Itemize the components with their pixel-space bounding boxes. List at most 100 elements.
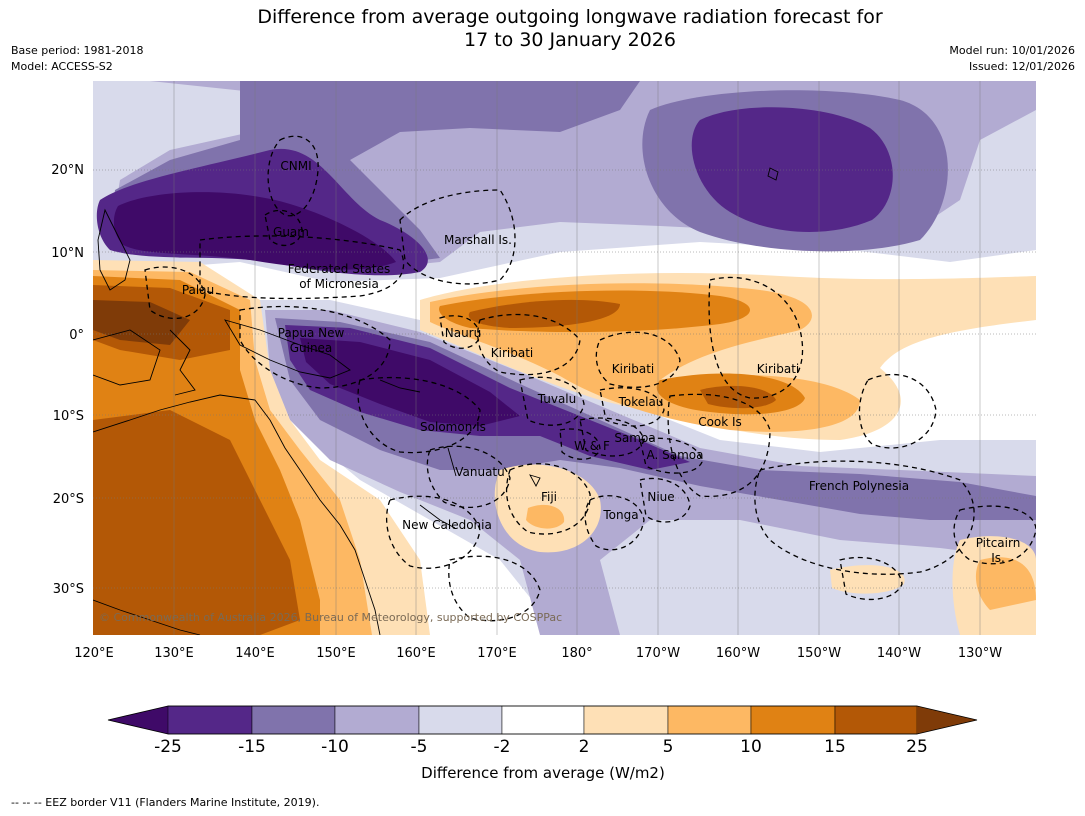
lon-tick: 160°W: [716, 646, 760, 661]
eez-solomon: [357, 376, 481, 454]
label-pitcairn-2: Is.: [991, 551, 1005, 565]
eez-pitcairn: [953, 505, 1036, 565]
fiji-coast: [529, 474, 541, 487]
colorbar-segment: [834, 705, 918, 735]
colorbar-tick: -5: [411, 737, 428, 757]
colorbar-tick: 10: [740, 737, 762, 757]
label-solomon: Solomon Is: [420, 420, 486, 434]
eez-vanuatu: [426, 445, 511, 509]
meta-left: Base period: 1981-2018 Model: ACCESS-S2: [11, 43, 143, 75]
colorbar-segment: [501, 705, 585, 735]
label-png-1: Papua New: [278, 326, 345, 340]
lon-tick: 170°W: [636, 646, 680, 661]
colorbar-tick: -25: [154, 737, 182, 757]
eez-fiji: [506, 463, 591, 535]
lon-tick: 160°E: [396, 646, 436, 661]
label-fiji: Fiji: [541, 490, 557, 504]
lon-tick: 140°E: [235, 646, 275, 661]
footnote: -- -- -- EEZ border V11 (Flanders Marine…: [11, 796, 320, 809]
eez-asamoa: [639, 437, 703, 474]
eez-wf: [559, 428, 601, 460]
label-cnmi: CNMI: [280, 159, 311, 173]
eez-tuvalu: [519, 376, 585, 426]
lon-tick: 150°W: [797, 646, 841, 661]
colorbar-tick: -15: [238, 737, 266, 757]
lon-tick: 130°E: [154, 646, 194, 661]
colorbar-segment: [750, 705, 836, 735]
lon-tick: 120°E: [74, 646, 114, 661]
lon-tick: 180°: [561, 646, 592, 661]
label-kiribati-w: Kiribati: [491, 346, 533, 360]
label-cook: Cook Is: [698, 415, 742, 429]
anomaly-field: CNMI Guam Marshall Is. Federated States …: [93, 81, 1036, 635]
copyright-notice: © Commonwealth of Australia 2026, Bureau…: [99, 611, 562, 624]
contour-hawaii-core: [691, 107, 893, 232]
new-caledonia-coast: [419, 504, 456, 529]
colorbar-tick: -2: [494, 737, 511, 757]
colorbar-tick: 15: [824, 737, 846, 757]
colorbar: -25 -15 -10 -5 -2 2 5 10 15 25 Differenc…: [107, 705, 978, 782]
label-palau: Palau: [182, 283, 214, 297]
contour-west-core: [93, 410, 300, 635]
label-pitcairn-1: Pitcairn: [976, 536, 1021, 550]
contour-subtrop-light: [830, 565, 905, 594]
label-kiribati-c: Kiribati: [612, 362, 654, 376]
colorbar-segment: [334, 705, 420, 735]
lat-tick: 10°N: [51, 246, 84, 261]
new-guinea-coast: [224, 319, 351, 379]
eez-kiribati-c: [595, 331, 681, 388]
colorbar-segment: [583, 705, 669, 735]
label-marshall: Marshall Is.: [444, 233, 512, 247]
colorbar-title: Difference from average (W/m2): [421, 764, 665, 782]
eez-fsm: [199, 235, 405, 300]
eez-palau: [144, 266, 206, 319]
label-guam: Guam: [273, 225, 309, 239]
label-tuvalu: Tuvalu: [537, 392, 577, 406]
lat-tick: 0°: [69, 328, 84, 343]
label-french-polynesia: French Polynesia: [809, 479, 909, 493]
label-niue: Niue: [647, 490, 674, 504]
eez-southern: [839, 556, 903, 601]
label-samoa: Samoa: [614, 431, 655, 445]
issued-date: Issued: 12/01/2026: [968, 60, 1075, 73]
eez-kiribati-w: [477, 313, 581, 376]
colorbar-segment: [251, 705, 336, 735]
australia-coast: [93, 394, 381, 635]
meta-right: Model run: 10/01/2026 Issued: 12/01/2026: [949, 43, 1075, 75]
eez-nauru: [439, 315, 481, 349]
colorbar-extend-min: [108, 706, 168, 734]
colorbar-tick: 5: [663, 737, 674, 757]
label-asamoa: A. Samoa: [647, 448, 704, 462]
contour-fiji-mid: [526, 504, 565, 529]
label-new-caledonia: New Caledonia: [402, 518, 492, 532]
model-run: Model run: 10/01/2026: [949, 44, 1075, 57]
eez-marshall: [399, 189, 516, 285]
colorbar-segment: [418, 705, 503, 735]
lon-tick: 150°E: [316, 646, 356, 661]
sulawesi-coast: [169, 329, 196, 396]
eez-cnmi: [267, 135, 319, 217]
colorbar-tick: 2: [579, 737, 590, 757]
lon-tick: 130°W: [958, 646, 1002, 661]
colorbar-segment: [667, 705, 752, 735]
eez-cook: [667, 393, 771, 497]
title-line-2: 17 to 30 January 2026: [464, 29, 676, 51]
label-tonga: Tonga: [602, 508, 638, 522]
eez-guam: [264, 209, 303, 247]
new-zealand-coast: [93, 599, 201, 635]
label-vanuatu: Vanuatu: [455, 465, 505, 479]
eez-tokelau: [599, 387, 665, 427]
vanuatu-coast: [447, 447, 457, 477]
lon-tick: 170°E: [477, 646, 517, 661]
label-fsm-2: of Micronesia: [299, 277, 379, 291]
eez-kiribati-far-e: [858, 373, 937, 449]
solomon-coast: [379, 379, 421, 393]
base-period: Base period: 1981-2018: [11, 44, 144, 57]
lat-tick: 20°N: [51, 163, 84, 178]
lat-tick: 30°S: [53, 582, 84, 597]
coastlines: [93, 167, 779, 635]
colorbar-extend-max: [917, 706, 977, 734]
contour-spcz-core: [300, 338, 520, 426]
contour-pitcairn-mid: [975, 557, 1036, 610]
